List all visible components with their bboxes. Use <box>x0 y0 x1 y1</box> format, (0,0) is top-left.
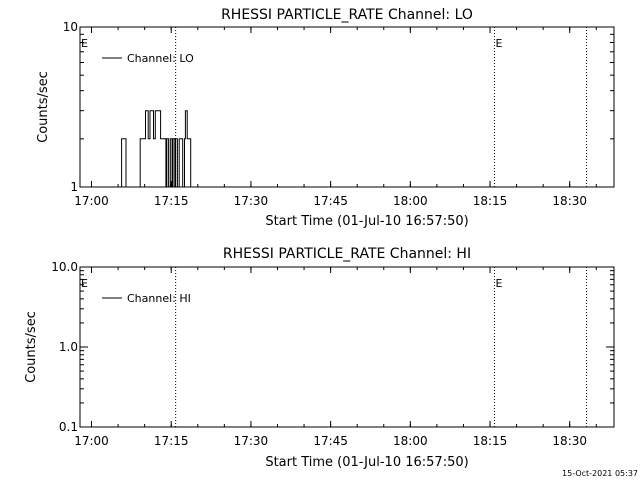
plot-frame <box>79 26 615 188</box>
y-tick-label: 10.0 <box>51 260 78 274</box>
y-tick-label: 1 <box>70 180 78 194</box>
x-tick-label: 17:45 <box>313 434 348 448</box>
plot-frame <box>79 266 615 428</box>
x-tick-label: 18:15 <box>473 434 508 448</box>
chart-title: RHESSI PARTICLE_RATE Channel: LO <box>221 7 473 23</box>
x-axis-label: Start Time (01-Jul-10 16:57:50) <box>265 214 468 229</box>
chart-title: RHESSI PARTICLE_RATE Channel: HI <box>223 246 471 262</box>
x-tick-label: 17:15 <box>154 194 189 208</box>
x-tick-label: 17:30 <box>234 434 269 448</box>
y-axis-label: Counts/sec <box>36 71 51 143</box>
x-tick-label: 18:00 <box>393 194 428 208</box>
x-tick-label: 17:45 <box>313 194 348 208</box>
y-tick-label: 10 <box>63 20 78 34</box>
x-tick-label: 17:00 <box>74 194 109 208</box>
plot-timestamp: 15-Oct-2021 05:37 <box>562 469 638 478</box>
x-tick-label: 17:15 <box>154 434 189 448</box>
x-axis-label: Start Time (01-Jul-10 16:57:50) <box>265 455 468 470</box>
marker-label: E <box>81 277 88 290</box>
series-line <box>118 110 195 188</box>
x-tick-label: 18:15 <box>473 194 508 208</box>
y-axis-label: Counts/sec <box>24 311 39 383</box>
chart-panel-2: RHESSI PARTICLE_RATE Channel: HI E E 17:00 1… <box>24 246 615 470</box>
legend-label: Channel: HI <box>127 292 191 305</box>
x-tick-label: 17:00 <box>74 434 109 448</box>
x-tick-label: 17:30 <box>234 194 269 208</box>
x-tick-label: 18:30 <box>552 434 587 448</box>
x-tick-label: 18:30 <box>552 194 587 208</box>
y-tick-label: 1.0 <box>59 340 78 354</box>
marker-label: E <box>495 37 502 50</box>
marker-label: E <box>81 37 88 50</box>
y-tick-label: 0.1 <box>59 420 78 434</box>
legend-label: Channel: LO <box>127 52 194 65</box>
chart-panel-1: RHESSI PARTICLE_RATE Channel: LOE E17:00 1… <box>36 7 615 229</box>
x-tick-label: 18:00 <box>393 434 428 448</box>
marker-label: E <box>495 277 502 290</box>
